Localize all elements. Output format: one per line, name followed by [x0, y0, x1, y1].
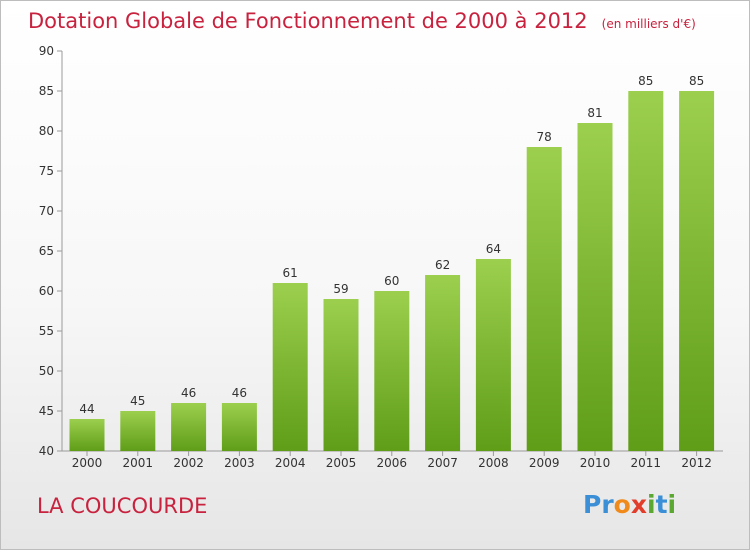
title-text: Dotation Globale de Fonctionnement de 20… [28, 9, 588, 33]
bar-value-label: 81 [587, 106, 602, 120]
bar-value-label: 85 [689, 74, 704, 88]
y-tick-label: 70 [39, 204, 54, 218]
y-tick-label: 85 [39, 84, 54, 98]
x-tick-label: 2000 [72, 456, 103, 470]
x-tick-label: 2003 [224, 456, 255, 470]
bar [628, 91, 664, 451]
logo-letter: o [613, 490, 631, 519]
y-tick-label: 45 [39, 404, 54, 418]
bar-value-label: 78 [537, 130, 552, 144]
title-unit: (en milliers d'€) [601, 17, 696, 31]
bar [171, 403, 207, 451]
x-tick-label: 2007 [427, 456, 458, 470]
bar [475, 259, 511, 451]
x-tick-label: 2011 [631, 456, 662, 470]
y-tick-label: 75 [39, 164, 54, 178]
logo-letter: x [630, 490, 647, 519]
bar-value-label: 61 [283, 266, 298, 280]
bar-value-label: 59 [333, 282, 348, 296]
y-tick-label: 90 [39, 44, 54, 58]
x-tick-label: 2002 [173, 456, 204, 470]
y-tick-label: 50 [39, 364, 54, 378]
bar-value-label: 85 [638, 74, 653, 88]
x-tick-label: 2008 [478, 456, 509, 470]
logo-letter: t [655, 490, 668, 519]
bar [425, 275, 461, 451]
x-tick-label: 2006 [377, 456, 408, 470]
x-tick-label: 2005 [326, 456, 357, 470]
proxiti-logo[interactable]: Proxiti [583, 490, 676, 519]
bar-value-label: 46 [181, 386, 196, 400]
logo-letter: r [601, 490, 614, 519]
bar [679, 91, 715, 451]
bar [221, 403, 257, 451]
bar [69, 419, 105, 451]
commune-name: LA COUCOURDE [37, 494, 208, 518]
logo-letter: i [667, 490, 677, 519]
x-tick-label: 2004 [275, 456, 306, 470]
bar-value-label: 44 [79, 402, 94, 416]
bar-value-label: 45 [130, 394, 145, 408]
bar-value-label: 46 [232, 386, 247, 400]
y-tick-label: 60 [39, 284, 54, 298]
y-tick-label: 65 [39, 244, 54, 258]
bar [272, 283, 308, 451]
bar [323, 299, 359, 451]
y-tick-label: 40 [39, 444, 54, 458]
x-tick-label: 2010 [580, 456, 611, 470]
bar-value-label: 60 [384, 274, 399, 288]
bar [577, 123, 613, 451]
bar-value-label: 62 [435, 258, 450, 272]
logo-letter: P [583, 490, 602, 519]
x-tick-label: 2009 [529, 456, 560, 470]
bar [120, 411, 156, 451]
y-tick-label: 80 [39, 124, 54, 138]
bar [374, 291, 410, 451]
chart-title: Dotation Globale de Fonctionnement de 20… [28, 9, 696, 33]
x-tick-label: 2012 [681, 456, 712, 470]
bar-value-label: 64 [486, 242, 501, 256]
bar [526, 147, 562, 451]
logo-letter: i [647, 490, 656, 519]
y-tick-label: 55 [39, 324, 54, 338]
x-tick-label: 2001 [123, 456, 154, 470]
